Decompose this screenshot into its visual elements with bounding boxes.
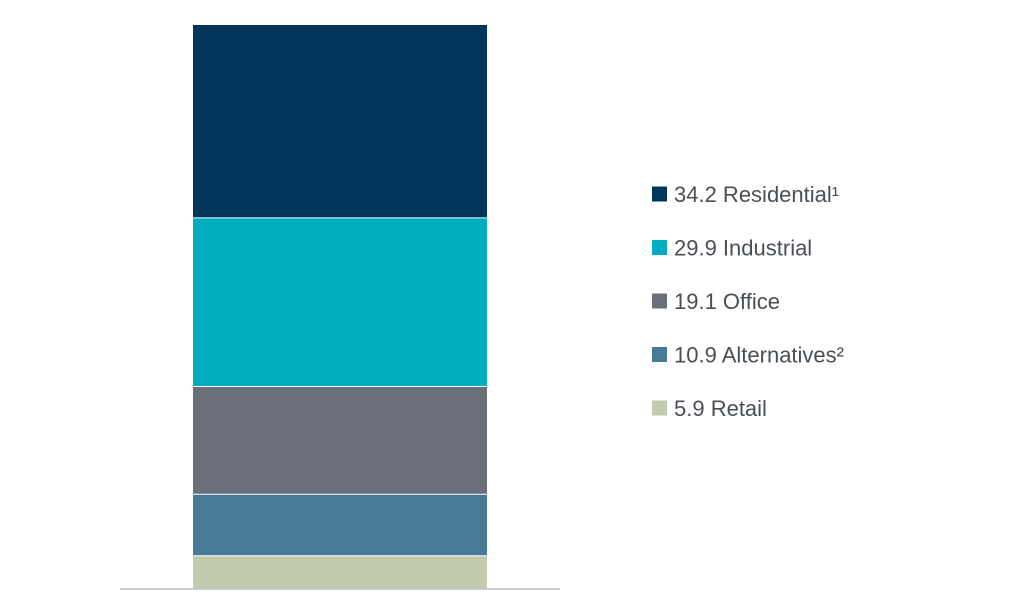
legend-item: 10.9 Alternatives² bbox=[652, 343, 844, 368]
legend-swatch bbox=[652, 240, 667, 255]
legend-label: 29.9 Industrial bbox=[674, 236, 812, 261]
legend-item: 34.2 Residential¹ bbox=[652, 182, 839, 207]
legend-item: 5.9 Retail bbox=[652, 396, 767, 421]
legend-item: 19.1 Office bbox=[652, 289, 780, 314]
bar-segment-office bbox=[193, 386, 487, 495]
legend: 34.2 Residential¹ 29.9 Industrial 19.1 Off… bbox=[652, 182, 844, 421]
legend-item: 29.9 Industrial bbox=[652, 236, 812, 261]
legend-swatch bbox=[652, 293, 667, 309]
legend-label: 34.2 Residential¹ bbox=[674, 182, 839, 207]
bar-segment-retail bbox=[193, 555, 487, 589]
legend-label: 19.1 Office bbox=[674, 289, 780, 314]
legend-swatch bbox=[652, 186, 667, 202]
legend-swatch bbox=[652, 400, 667, 416]
bar-segment-alternatives bbox=[193, 494, 487, 556]
bar-segment-industrial bbox=[193, 217, 487, 387]
legend-swatch bbox=[652, 347, 667, 362]
legend-label: 10.9 Alternatives² bbox=[674, 343, 844, 368]
legend-label: 5.9 Retail bbox=[674, 396, 767, 421]
bar-segments bbox=[193, 25, 487, 589]
bar-segment-residential bbox=[193, 25, 487, 218]
